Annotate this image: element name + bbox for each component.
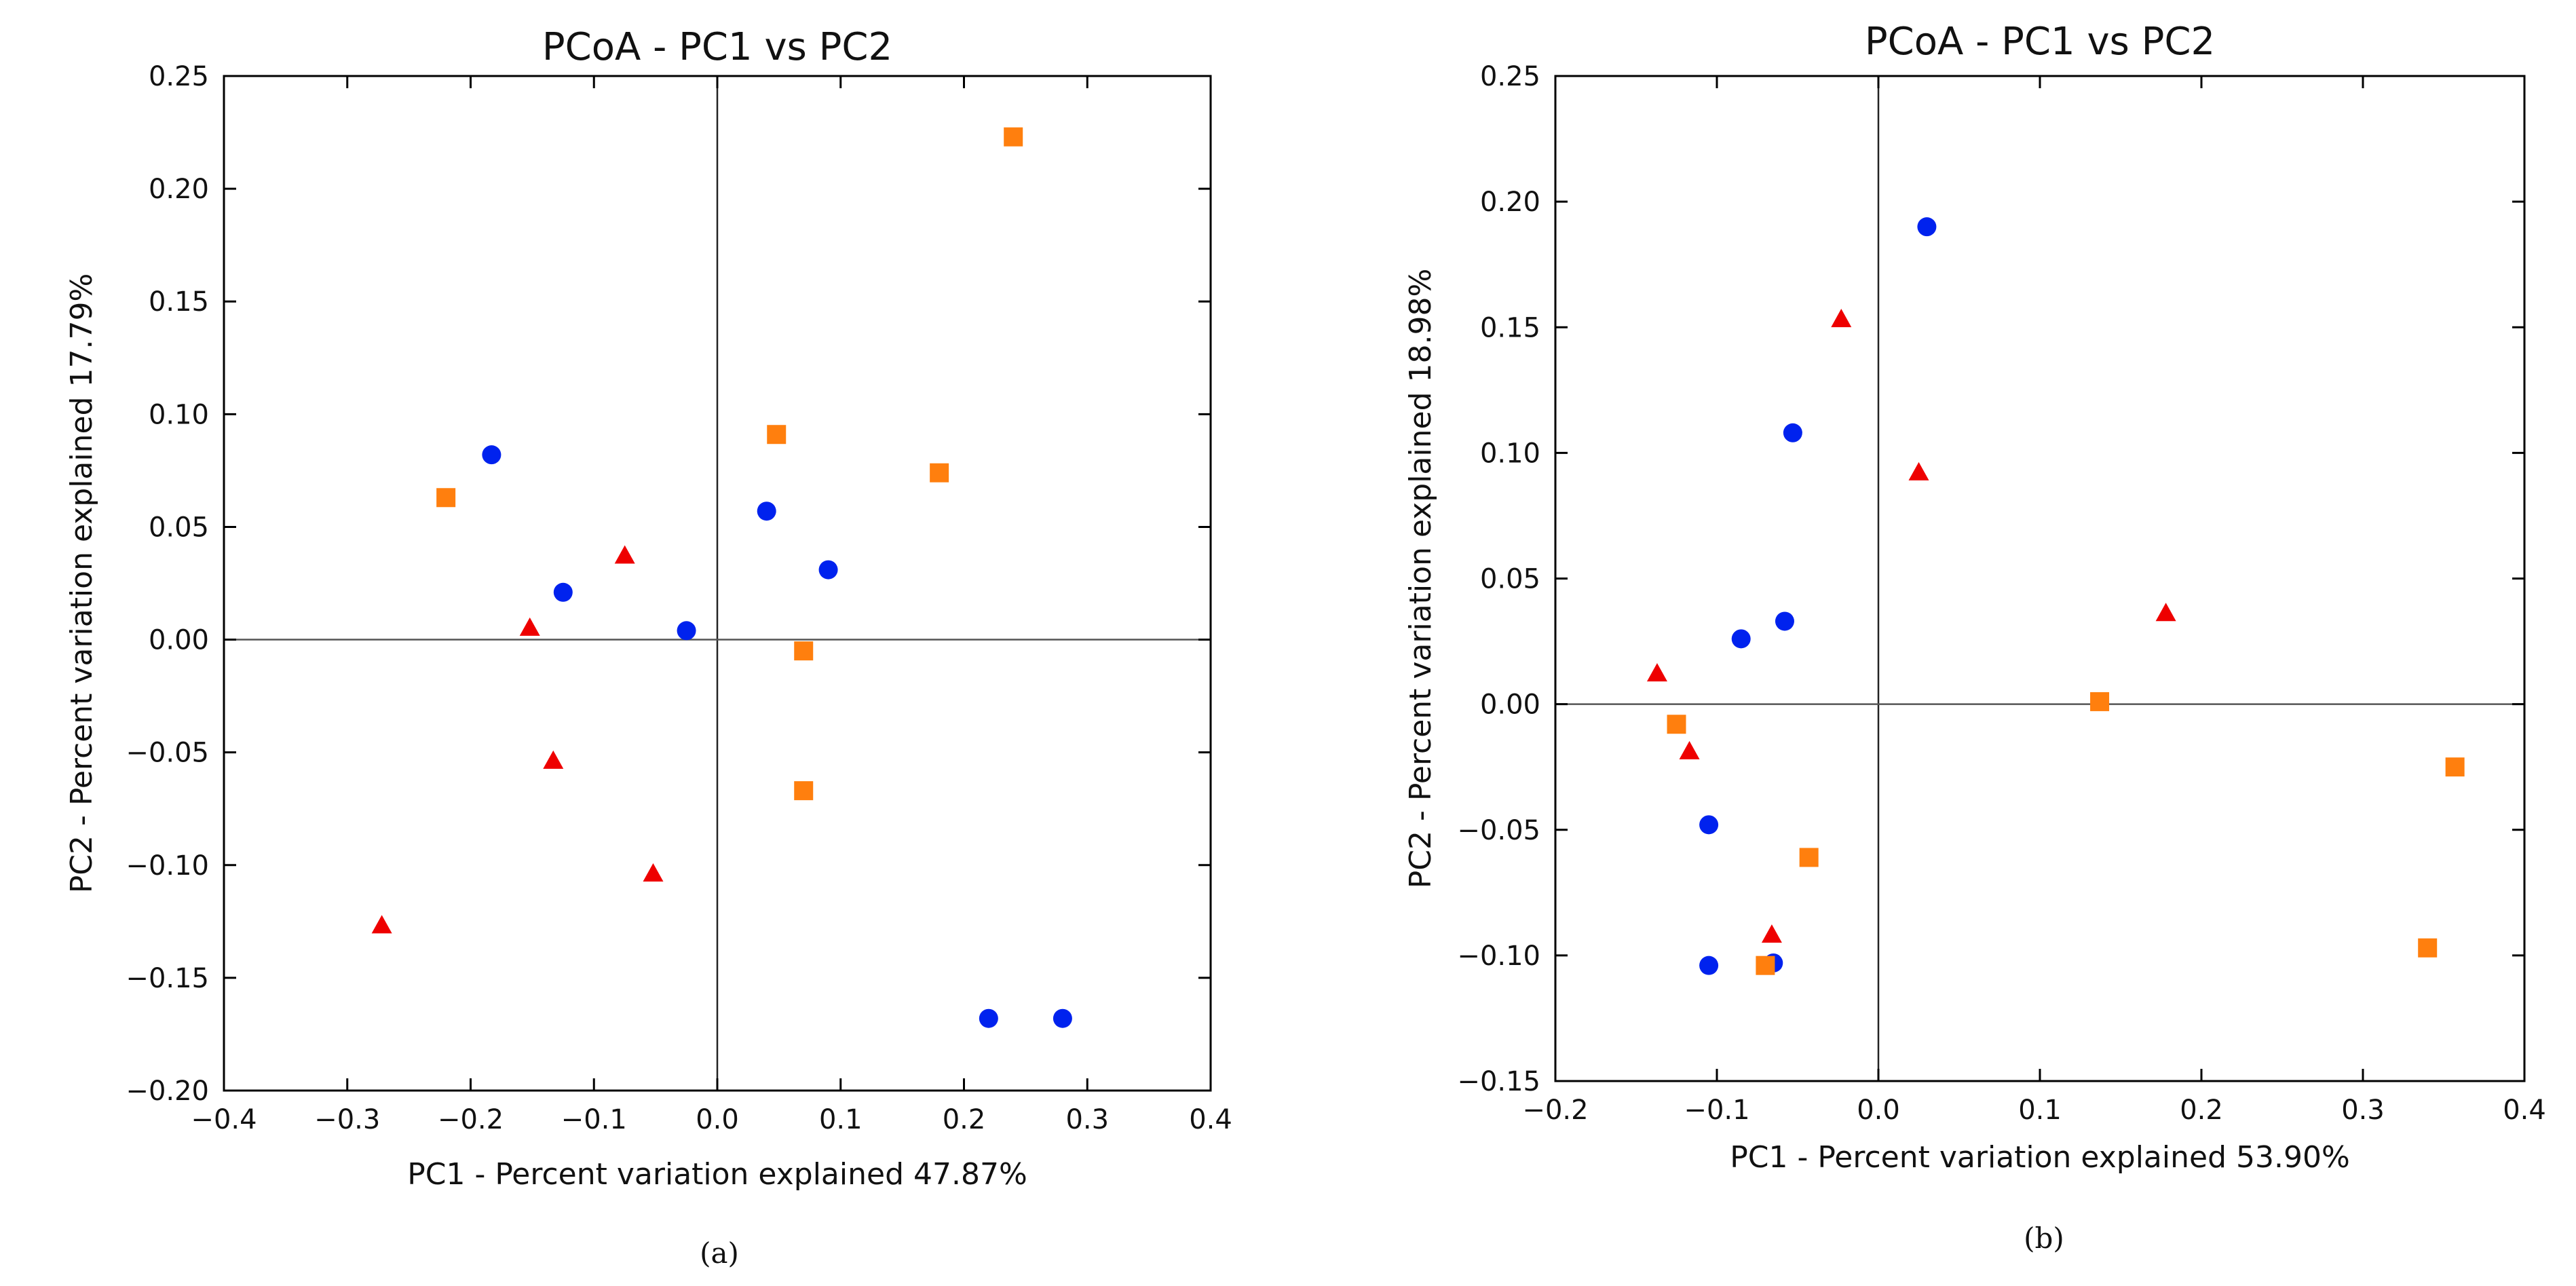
data-point-circle: [482, 445, 501, 465]
data-point-triangle: [1908, 461, 1929, 480]
x-tick-label: −0.1: [1684, 1095, 1749, 1126]
y-tick-label: 0.00: [1480, 689, 1540, 721]
data-point-triangle: [643, 863, 664, 882]
y-tick-label: 0.20: [1480, 187, 1540, 218]
y-tick-label: 0.15: [1480, 312, 1540, 343]
x-axis-label: PC1 - Percent variation explained 47.87%: [407, 1157, 1027, 1192]
y-tick-label: −0.10: [1457, 941, 1540, 972]
y-tick-label: −0.15: [126, 963, 209, 994]
data-point-circle: [1053, 1008, 1072, 1028]
data-point-circle: [757, 502, 776, 521]
x-tick-label: 0.0: [1857, 1095, 1900, 1126]
y-tick-label: 0.10: [149, 399, 209, 430]
y-tick-label: 0.00: [149, 625, 209, 656]
data-point-circle: [1783, 423, 1802, 442]
y-tick-label: −0.15: [1457, 1066, 1540, 1097]
x-tick-label: 0.0: [696, 1104, 739, 1135]
x-tick-label: 0.4: [1189, 1104, 1232, 1135]
subfigure-label-b: (b): [2024, 1222, 2064, 1255]
x-tick-label: 0.2: [943, 1104, 986, 1135]
x-tick-label: −0.4: [191, 1104, 257, 1135]
x-tick-label: −0.2: [1522, 1095, 1588, 1126]
y-tick-label: 0.05: [149, 512, 209, 543]
data-point-square: [767, 425, 787, 445]
y-axis-label: PC2 - Percent variation explained 17.79%: [64, 273, 99, 894]
x-tick-label: 0.1: [819, 1104, 863, 1135]
y-tick-label: 0.10: [1480, 438, 1540, 469]
data-point-circle: [1699, 815, 1719, 835]
data-point-triangle: [1831, 309, 1852, 328]
data-point-square: [1004, 127, 1023, 147]
x-tick-label: 0.3: [2341, 1095, 2385, 1126]
y-tick-label: 0.05: [1480, 564, 1540, 595]
plot-frame-b: [1554, 75, 2526, 1082]
data-point-triangle: [1679, 740, 1700, 759]
x-tick-label: 0.4: [2503, 1095, 2546, 1126]
x-tick-label: 0.3: [1065, 1104, 1109, 1135]
x-tick-label: 0.2: [2180, 1095, 2223, 1126]
data-point-circle: [1731, 629, 1751, 649]
pcoa-chart-b: −0.2 −0.1 0.0 0.1 0.2 0.3 0.4 −0.15 −0.10 −0.05 0.…: [1403, 20, 2546, 1175]
data-point-circle: [818, 560, 838, 580]
data-point-circle: [1917, 217, 1937, 237]
data-point-square: [2090, 692, 2110, 711]
data-point-square: [1756, 956, 1775, 975]
x-axis-label: PC1 - Percent variation explained 53.90%: [1730, 1140, 2350, 1175]
x-tick-label: −0.3: [314, 1104, 380, 1135]
data-point-square: [794, 641, 814, 661]
y-tick-label: −0.05: [126, 738, 209, 769]
subfigure-label-a: (a): [700, 1236, 739, 1270]
data-point-triangle: [543, 750, 564, 769]
chart-title: PCoA - PC1 vs PC2: [1865, 20, 2215, 64]
data-point-circle: [677, 621, 696, 641]
data-point-triangle: [1761, 924, 1782, 943]
y-tick-label: −0.20: [126, 1076, 209, 1107]
data-point-triangle: [519, 617, 540, 636]
data-point-triangle: [371, 915, 392, 934]
y-axis-label: PC2 - Percent variation explained 18.98%: [1403, 269, 1438, 889]
data-point-circle: [553, 582, 573, 602]
chart-title: PCoA - PC1 vs PC2: [542, 25, 892, 69]
data-point-circle: [1775, 611, 1794, 631]
data-point-triangle: [1646, 663, 1667, 682]
x-tick-label: −0.1: [561, 1104, 627, 1135]
x-tick-label: 0.1: [2018, 1095, 2062, 1126]
data-point-square: [1667, 715, 1686, 734]
data-point-square: [436, 488, 456, 508]
data-point-square: [1799, 848, 1819, 867]
data-point-circle: [979, 1008, 998, 1028]
data-point-square: [930, 463, 949, 483]
y-tick-label: −0.10: [126, 850, 209, 882]
y-tick-label: 0.15: [149, 286, 209, 318]
data-point-circle: [1699, 956, 1719, 975]
y-tick-label: 0.25: [1480, 61, 1540, 92]
data-point-square: [794, 781, 814, 801]
data-point-triangle: [614, 545, 635, 564]
y-tick-label: 0.25: [149, 61, 209, 92]
data-point-triangle: [2155, 603, 2176, 622]
y-tick-label: −0.05: [1457, 815, 1540, 846]
data-point-square: [2445, 757, 2465, 777]
y-tick-label: 0.20: [149, 174, 209, 205]
x-tick-label: −0.2: [438, 1104, 504, 1135]
pcoa-chart-a: −0.4 −0.3 −0.2 −0.1 0.0 0.1 0.2 0.3 0.4 −0.20 −0.1…: [64, 25, 1232, 1192]
data-point-square: [2418, 938, 2438, 958]
